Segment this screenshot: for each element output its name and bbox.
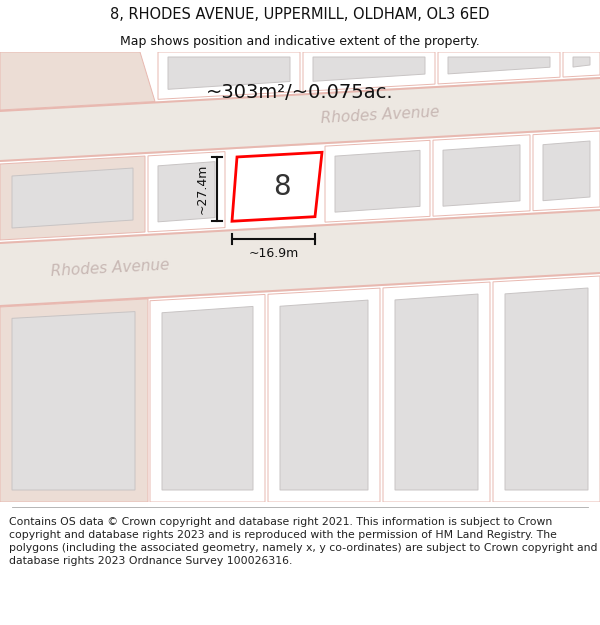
Polygon shape [0,272,600,307]
Polygon shape [0,209,600,307]
Polygon shape [448,57,550,74]
Polygon shape [433,135,530,216]
Polygon shape [12,168,133,228]
Polygon shape [150,294,265,502]
Polygon shape [395,294,478,490]
Text: ~27.4m: ~27.4m [196,164,209,214]
Polygon shape [148,152,225,232]
Polygon shape [0,209,600,244]
Text: Contains OS data © Crown copyright and database right 2021. This information is : Contains OS data © Crown copyright and d… [9,517,598,566]
Polygon shape [383,282,490,502]
Polygon shape [0,127,600,162]
Text: ~16.9m: ~16.9m [248,248,299,260]
Polygon shape [493,276,600,502]
Polygon shape [280,300,368,490]
Polygon shape [0,77,600,162]
Polygon shape [268,288,380,502]
Polygon shape [505,288,588,490]
Polygon shape [0,156,145,240]
Polygon shape [158,52,300,99]
Polygon shape [443,145,520,206]
Text: ~303m²/~0.075ac.: ~303m²/~0.075ac. [206,82,394,101]
Polygon shape [563,52,600,77]
Text: 8, RHODES AVENUE, UPPERMILL, OLDHAM, OL3 6ED: 8, RHODES AVENUE, UPPERMILL, OLDHAM, OL3… [110,6,490,21]
Polygon shape [438,52,560,84]
Text: 8: 8 [272,173,290,201]
Polygon shape [12,312,135,490]
Polygon shape [303,52,435,91]
Polygon shape [0,77,600,112]
Polygon shape [573,57,590,67]
Polygon shape [325,141,430,222]
Text: Map shows position and indicative extent of the property.: Map shows position and indicative extent… [120,35,480,48]
Polygon shape [0,299,148,502]
Polygon shape [543,141,590,201]
Polygon shape [168,57,290,89]
Polygon shape [0,52,155,110]
Text: Rhodes Avenue: Rhodes Avenue [50,258,170,279]
Polygon shape [335,151,420,212]
Polygon shape [313,57,425,81]
Polygon shape [232,152,322,221]
Polygon shape [162,306,253,490]
Polygon shape [158,162,215,222]
Polygon shape [533,131,600,211]
Text: Rhodes Avenue: Rhodes Avenue [320,104,440,126]
